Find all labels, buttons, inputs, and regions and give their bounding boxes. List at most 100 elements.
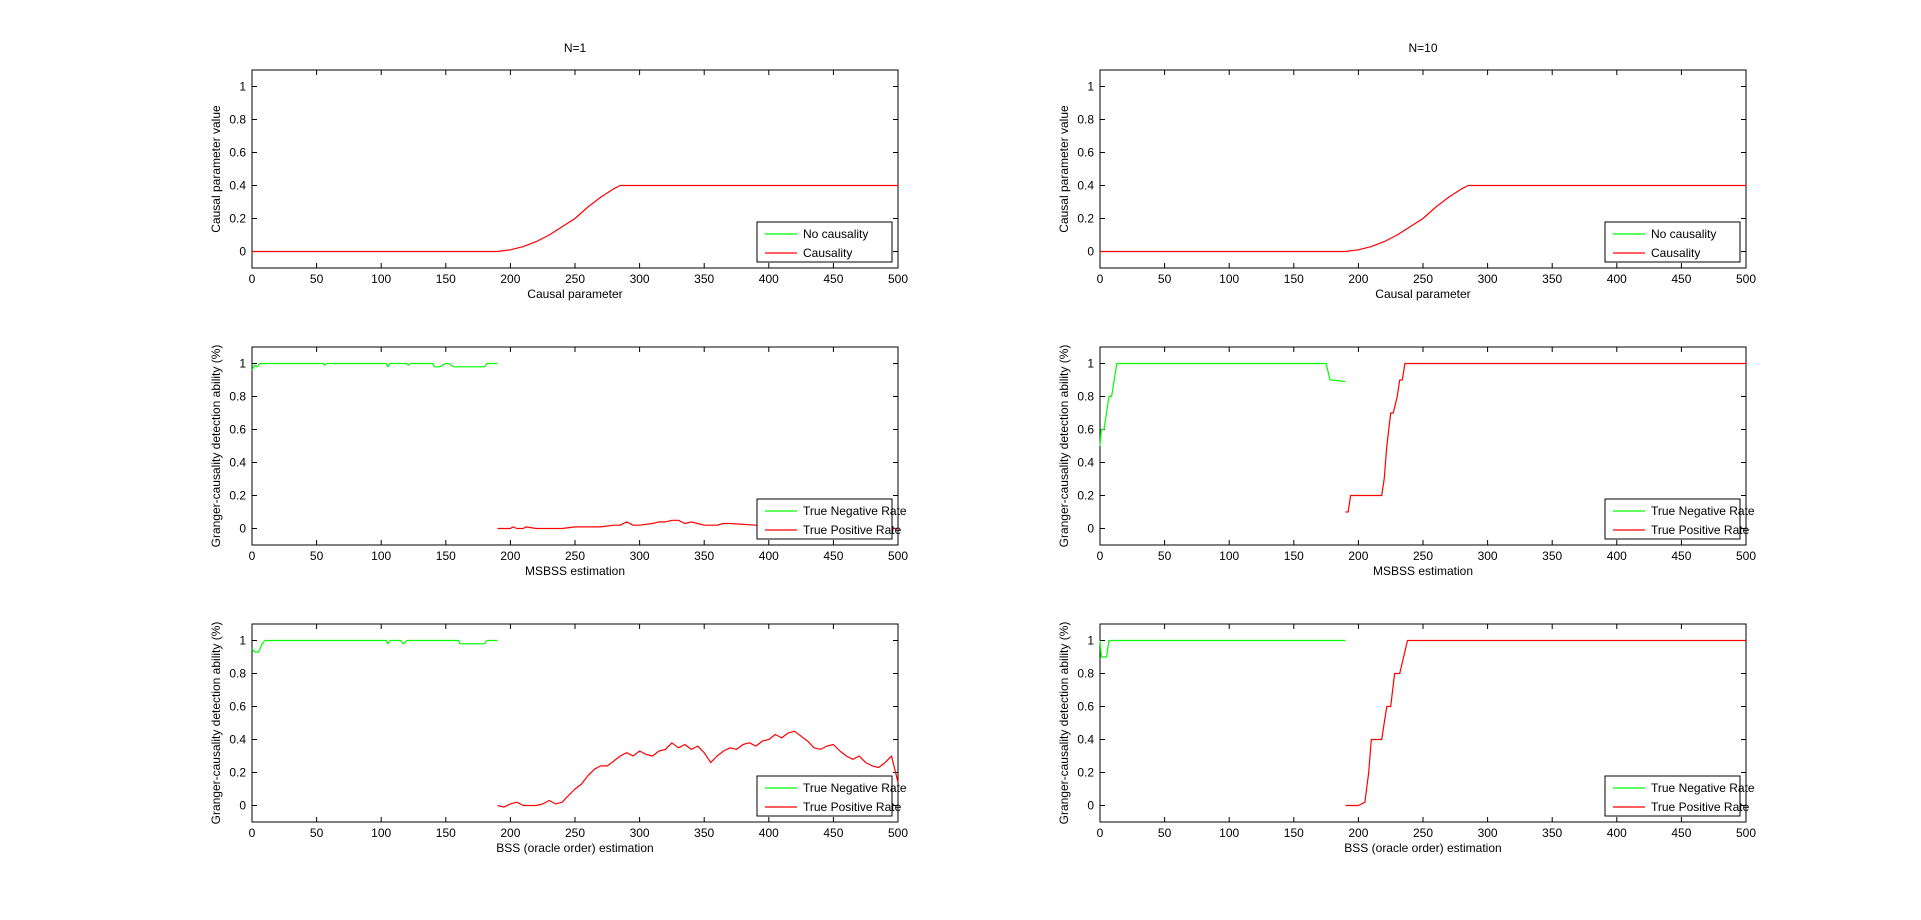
- x-tick-label: 250: [565, 549, 585, 563]
- y-tick-label: 0.4: [1077, 179, 1094, 193]
- legend-box: [1604, 498, 1741, 540]
- x-tick-label: 250: [565, 826, 585, 840]
- y-tick-label: 0.2: [229, 489, 246, 503]
- legend-label: No causality: [1651, 227, 1716, 241]
- series-line-green: [251, 362, 498, 371]
- x-tick-label: 50: [1158, 826, 1172, 840]
- x-tick-label: 100: [1219, 549, 1239, 563]
- x-tick-label: 500: [1736, 549, 1756, 563]
- y-tick-label: 0.8: [1077, 390, 1094, 404]
- series-line-green: [1099, 362, 1346, 447]
- x-tick-label: 150: [436, 272, 456, 286]
- x-tick-label: 300: [630, 272, 650, 286]
- y-axis-label: Granger-causality detection ability (%): [1057, 622, 1071, 825]
- y-tick-label: 0: [1087, 799, 1094, 813]
- y-tick-label: 0.4: [229, 179, 246, 193]
- y-tick-label: 0: [1087, 245, 1094, 259]
- y-tick-label: 0.8: [229, 667, 246, 681]
- legend: True Negative Rate True Positive Rate: [756, 498, 907, 540]
- x-tick-label: 400: [759, 272, 779, 286]
- x-tick-label: 400: [1607, 272, 1627, 286]
- legend: No causality Causality: [1604, 221, 1741, 263]
- legend-label: True Negative Rate: [1651, 781, 1755, 795]
- x-tick-label: 350: [1542, 272, 1562, 286]
- x-tick-label: 200: [1348, 549, 1368, 563]
- y-tick-label: 0.2: [229, 212, 246, 226]
- y-tick-label: 0.6: [1077, 700, 1094, 714]
- x-tick-label: 300: [1478, 549, 1498, 563]
- x-tick-label: 0: [249, 272, 256, 286]
- x-tick-label: 0: [1097, 549, 1104, 563]
- x-tick-label: 0: [249, 549, 256, 563]
- y-tick-label: 0: [239, 245, 246, 259]
- y-tick-label: 1: [1087, 634, 1094, 648]
- chart-panel-p32: 0 50 100 150 200 250 300 350 400 450 500 0 0.2 0.4 0.6…: [1057, 622, 1756, 855]
- x-tick-label: 200: [500, 549, 520, 563]
- y-tick-label: 0.6: [1077, 423, 1094, 437]
- x-tick-label: 350: [1542, 826, 1562, 840]
- x-tick-label: 250: [1413, 549, 1433, 563]
- x-tick-label: 100: [1219, 272, 1239, 286]
- x-tick-label: 400: [1607, 826, 1627, 840]
- x-tick-label: 0: [1097, 826, 1104, 840]
- legend-label: True Negative Rate: [803, 781, 907, 795]
- x-tick-label: 100: [371, 272, 391, 286]
- legend-box: [1604, 775, 1741, 817]
- series-line-red: [1100, 184, 1746, 253]
- x-tick-label: 100: [1219, 826, 1239, 840]
- x-tick-label: 50: [310, 272, 324, 286]
- legend-label: Causality: [803, 246, 852, 260]
- x-axis-label: Causal parameter: [1375, 287, 1470, 301]
- x-tick-label: 500: [1736, 272, 1756, 286]
- x-tick-label: 100: [371, 549, 391, 563]
- legend-label: Causality: [1651, 246, 1700, 260]
- x-tick-label: 0: [1097, 272, 1104, 286]
- x-tick-label: 350: [694, 549, 714, 563]
- chart-panel-p22: 0 50 100 150 200 250 300 350 400 450 500 0 0.2 0.4 0.6…: [1057, 345, 1756, 578]
- y-tick-label: 0.6: [229, 146, 246, 160]
- x-tick-label: 50: [310, 826, 324, 840]
- y-axis-label: Causal parameter value: [1057, 105, 1071, 233]
- legend: True Negative Rate True Positive Rate: [1604, 498, 1755, 540]
- series-line-red: [1345, 362, 1746, 513]
- series-line-red: [1345, 639, 1746, 807]
- x-tick-label: 400: [1607, 549, 1627, 563]
- y-tick-label: 0: [1087, 522, 1094, 536]
- legend-label: True Positive Rate: [803, 523, 902, 537]
- x-tick-label: 250: [565, 272, 585, 286]
- y-tick-label: 0.2: [1077, 212, 1094, 226]
- series-line-green: [1099, 639, 1346, 658]
- x-tick-label: 0: [249, 826, 256, 840]
- y-tick-label: 1: [239, 357, 246, 371]
- x-axis-label: MSBSS estimation: [525, 564, 625, 578]
- y-tick-label: 0.6: [229, 700, 246, 714]
- x-tick-label: 150: [1284, 272, 1304, 286]
- x-tick-label: 300: [1478, 272, 1498, 286]
- x-tick-label: 250: [1413, 272, 1433, 286]
- chart-title: N=1: [564, 41, 587, 55]
- x-tick-label: 450: [823, 272, 843, 286]
- x-tick-label: 450: [1671, 826, 1691, 840]
- y-tick-label: 0.8: [1077, 113, 1094, 127]
- legend-label: No causality: [803, 227, 868, 241]
- chart-panel-p21: 0 50 100 150 200 250 300 350 400 450 500 0 0.2 0.4 0.6…: [209, 345, 908, 578]
- y-tick-label: 0.2: [229, 766, 246, 780]
- chart-title: N=10: [1408, 41, 1437, 55]
- x-axis-label: Causal parameter: [527, 287, 622, 301]
- y-tick-label: 0.8: [229, 113, 246, 127]
- x-axis-label: MSBSS estimation: [1373, 564, 1473, 578]
- y-tick-label: 0.4: [1077, 733, 1094, 747]
- y-axis-label: Granger-causality detection ability (%): [209, 622, 223, 825]
- legend-box: [1604, 221, 1741, 263]
- y-axis-label: Granger-causality detection ability (%): [1057, 345, 1071, 548]
- series-line-red: [252, 184, 898, 253]
- y-tick-label: 0.8: [229, 390, 246, 404]
- y-tick-label: 0.6: [229, 423, 246, 437]
- legend: No causality Causality: [756, 221, 893, 263]
- y-tick-label: 0.4: [229, 733, 246, 747]
- x-tick-label: 350: [694, 826, 714, 840]
- y-tick-label: 1: [239, 634, 246, 648]
- x-tick-label: 350: [1542, 549, 1562, 563]
- x-tick-label: 450: [1671, 549, 1691, 563]
